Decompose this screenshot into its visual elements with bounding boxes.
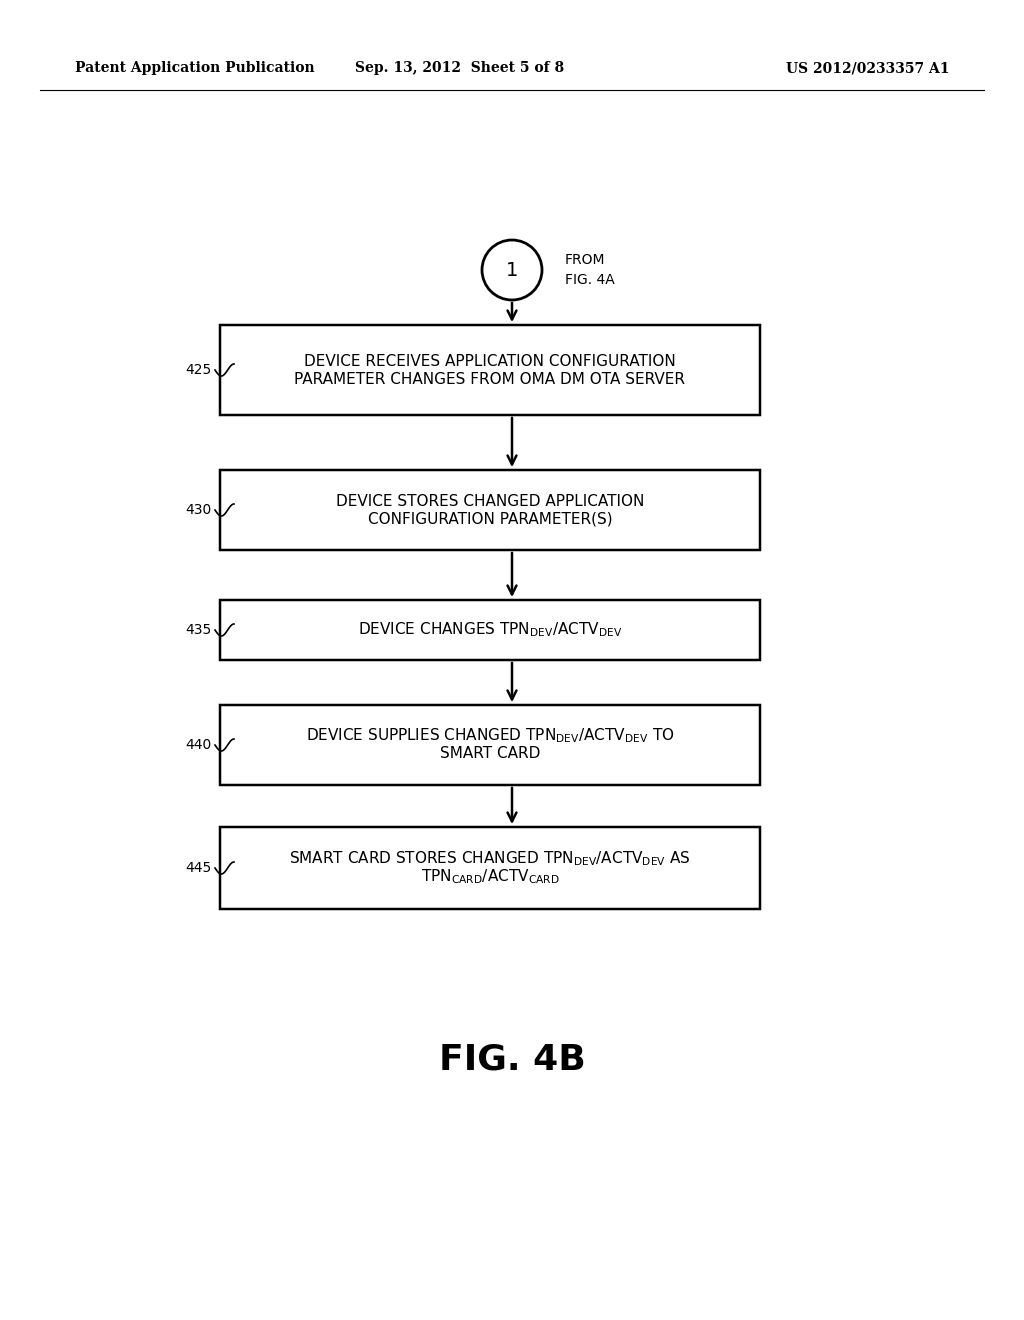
Text: 430: 430 xyxy=(185,503,212,517)
FancyBboxPatch shape xyxy=(220,828,760,909)
Text: FROM
FIG. 4A: FROM FIG. 4A xyxy=(565,253,614,286)
FancyBboxPatch shape xyxy=(220,470,760,550)
Text: DEVICE CHANGES TPN$_{\mathsf{DEV}}$/ACTV$_{\mathsf{DEV}}$: DEVICE CHANGES TPN$_{\mathsf{DEV}}$/ACTV… xyxy=(357,620,623,639)
Text: 435: 435 xyxy=(185,623,212,638)
FancyBboxPatch shape xyxy=(220,325,760,414)
Text: 1: 1 xyxy=(506,260,518,280)
Text: SMART CARD STORES CHANGED TPN$_{\mathsf{DEV}}$/ACTV$_{\mathsf{DEV}}$ AS: SMART CARD STORES CHANGED TPN$_{\mathsf{… xyxy=(289,850,691,869)
Text: FIG. 4B: FIG. 4B xyxy=(438,1043,586,1077)
Text: DEVICE RECEIVES APPLICATION CONFIGURATION: DEVICE RECEIVES APPLICATION CONFIGURATIO… xyxy=(304,354,676,368)
Text: Sep. 13, 2012  Sheet 5 of 8: Sep. 13, 2012 Sheet 5 of 8 xyxy=(355,61,564,75)
Text: 445: 445 xyxy=(185,861,212,875)
Text: CONFIGURATION PARAMETER(S): CONFIGURATION PARAMETER(S) xyxy=(368,511,612,527)
FancyBboxPatch shape xyxy=(220,705,760,785)
Text: DEVICE SUPPLIES CHANGED TPN$_{\mathsf{DEV}}$/ACTV$_{\mathsf{DEV}}$ TO: DEVICE SUPPLIES CHANGED TPN$_{\mathsf{DE… xyxy=(306,726,674,746)
Text: US 2012/0233357 A1: US 2012/0233357 A1 xyxy=(786,61,950,75)
Text: TPN$_{\mathsf{CARD}}$/ACTV$_{\mathsf{CARD}}$: TPN$_{\mathsf{CARD}}$/ACTV$_{\mathsf{CAR… xyxy=(421,867,559,886)
Text: Patent Application Publication: Patent Application Publication xyxy=(75,61,314,75)
Text: SMART CARD: SMART CARD xyxy=(440,747,541,762)
Text: 425: 425 xyxy=(185,363,212,378)
FancyBboxPatch shape xyxy=(220,601,760,660)
Text: DEVICE STORES CHANGED APPLICATION: DEVICE STORES CHANGED APPLICATION xyxy=(336,494,644,508)
Text: 440: 440 xyxy=(185,738,212,752)
Text: PARAMETER CHANGES FROM OMA DM OTA SERVER: PARAMETER CHANGES FROM OMA DM OTA SERVER xyxy=(295,371,685,387)
